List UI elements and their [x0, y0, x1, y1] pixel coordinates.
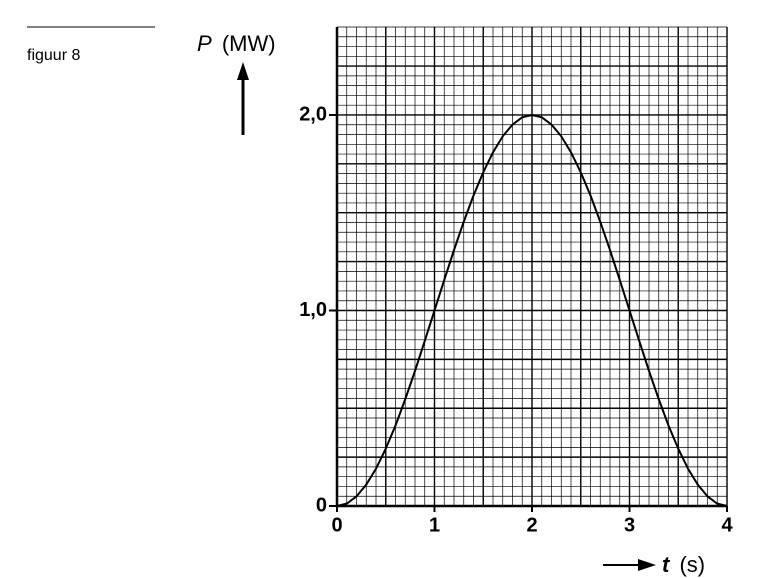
y-axis-symbol: P	[197, 31, 212, 56]
x-tick-label: 3	[624, 514, 635, 536]
plot	[336, 113, 728, 507]
caption: figuur 8	[27, 47, 80, 64]
arrow-head	[237, 62, 249, 80]
y-tick-label: 1,0	[299, 299, 327, 321]
x-axis-unit: (s)	[679, 552, 705, 577]
y-arrow	[237, 62, 249, 135]
x-axis-symbol: t	[662, 552, 671, 577]
grid: 0 1 2 3 4 0 1,0 2,0	[299, 26, 733, 536]
arrow-head	[638, 559, 656, 571]
y-tick-label: 0	[316, 494, 327, 516]
x-tick-label: 0	[331, 514, 342, 536]
x-tick-label: 2	[526, 514, 537, 536]
y-axis-unit: (MW)	[222, 31, 276, 56]
line	[336, 113, 728, 507]
x-axis-label: t (s)	[662, 552, 705, 577]
x-tick-label: 4	[721, 514, 733, 536]
y-tick-label: 2,0	[299, 103, 327, 125]
x-tick-label: 1	[429, 514, 440, 536]
x-arrow	[603, 559, 656, 571]
y-axis-label: P (MW)	[197, 31, 276, 56]
